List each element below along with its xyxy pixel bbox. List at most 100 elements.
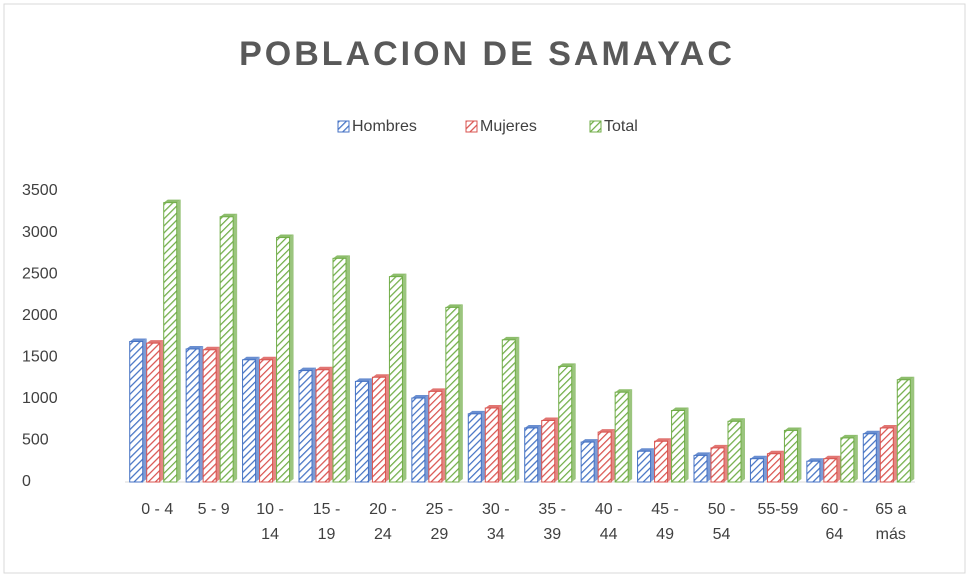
bar-side <box>441 388 446 482</box>
bar-group <box>354 378 373 483</box>
bar-side <box>289 234 294 482</box>
bar-group <box>445 304 463 483</box>
bar <box>654 440 669 483</box>
y-tick-label: 1500 <box>22 349 58 366</box>
bar-side <box>554 417 559 482</box>
bar-top <box>694 452 711 456</box>
bar <box>580 441 595 483</box>
bar-side <box>571 363 576 482</box>
bar-group <box>411 395 429 483</box>
bar <box>541 419 556 483</box>
bar <box>276 237 291 483</box>
y-tick-label: 2000 <box>22 307 58 324</box>
bar <box>524 427 539 483</box>
chart-border <box>3 3 966 574</box>
bar-group <box>614 389 633 483</box>
bar-top <box>146 340 164 344</box>
x-tick-label: 45 -49 <box>651 501 679 543</box>
bar-top <box>299 367 316 371</box>
bar <box>840 437 855 483</box>
bar-group <box>671 407 689 483</box>
bar-group <box>840 434 858 483</box>
bar-side <box>611 429 616 482</box>
bar <box>242 359 257 483</box>
bar-group <box>558 363 576 483</box>
bar-top <box>468 410 486 414</box>
bar <box>637 450 652 483</box>
bar-top <box>129 338 147 342</box>
bar-group <box>879 424 898 483</box>
bar <box>298 370 313 483</box>
bar-top <box>333 255 350 259</box>
bar-side <box>216 346 221 482</box>
bar <box>467 413 482 483</box>
bar <box>896 379 911 483</box>
bar-group <box>484 405 503 483</box>
bar-group <box>388 273 407 483</box>
bar-side <box>498 405 503 482</box>
bar-group <box>163 199 181 483</box>
legend-swatch <box>337 120 350 133</box>
bar-top <box>259 356 277 360</box>
bar-side <box>402 273 407 482</box>
bar-top <box>823 455 841 459</box>
bar-top <box>220 213 238 217</box>
bar-side <box>255 356 260 482</box>
bar-group <box>315 366 333 483</box>
bar-top <box>863 430 881 434</box>
bar-side <box>780 450 785 482</box>
bar <box>693 454 708 483</box>
y-tick-label: 1000 <box>22 390 58 407</box>
bar-top <box>840 434 858 438</box>
bar-group <box>541 417 559 483</box>
bar-side <box>910 376 915 482</box>
bar <box>411 397 426 483</box>
x-tick-label: 60 -64 <box>821 501 849 543</box>
bar-side <box>628 389 633 482</box>
bar-group <box>146 340 164 483</box>
bar-group <box>710 444 728 483</box>
legend-label: Total <box>604 118 638 135</box>
bar-group <box>783 427 802 483</box>
bar <box>806 460 821 483</box>
bar-top <box>186 345 204 349</box>
bar-side <box>424 395 429 482</box>
bar-top <box>581 439 599 443</box>
bar-side <box>724 444 728 482</box>
x-tick-label: 40 -44 <box>595 501 623 543</box>
legend-swatch <box>589 120 602 133</box>
bar-side <box>481 410 486 482</box>
bar-side <box>853 434 858 482</box>
x-tick-label: 25 -29 <box>426 501 454 543</box>
bar-top <box>276 234 294 238</box>
chart-title: POBLACION DE SAMAYAC <box>239 35 735 73</box>
bar-side <box>707 452 711 482</box>
x-tick-label: 20 -24 <box>369 501 397 543</box>
y-tick-label: 3500 <box>22 182 58 199</box>
bar-group <box>242 356 260 483</box>
bar-group <box>259 356 277 483</box>
bar-group <box>185 345 204 483</box>
bar-side <box>458 304 463 482</box>
bar-group <box>749 455 768 483</box>
bar-side <box>797 427 802 482</box>
bar-side <box>667 438 672 482</box>
bar-top <box>445 304 463 308</box>
bar <box>219 216 234 483</box>
bar-top <box>806 458 824 462</box>
y-tick-label: 2500 <box>22 265 58 282</box>
bar <box>783 429 798 483</box>
bar-side <box>272 356 277 482</box>
bar-top <box>524 424 542 428</box>
bar-group <box>654 438 672 483</box>
bar-group <box>896 376 915 483</box>
bar <box>332 257 347 483</box>
bar-top <box>163 199 181 203</box>
bar <box>484 407 499 483</box>
bar-group <box>467 410 486 483</box>
bar <box>671 409 686 483</box>
bar-group <box>428 388 446 483</box>
y-tick-label: 500 <box>22 432 49 449</box>
y-tick-label: 3000 <box>22 224 58 241</box>
legend-label: Hombres <box>352 118 417 135</box>
